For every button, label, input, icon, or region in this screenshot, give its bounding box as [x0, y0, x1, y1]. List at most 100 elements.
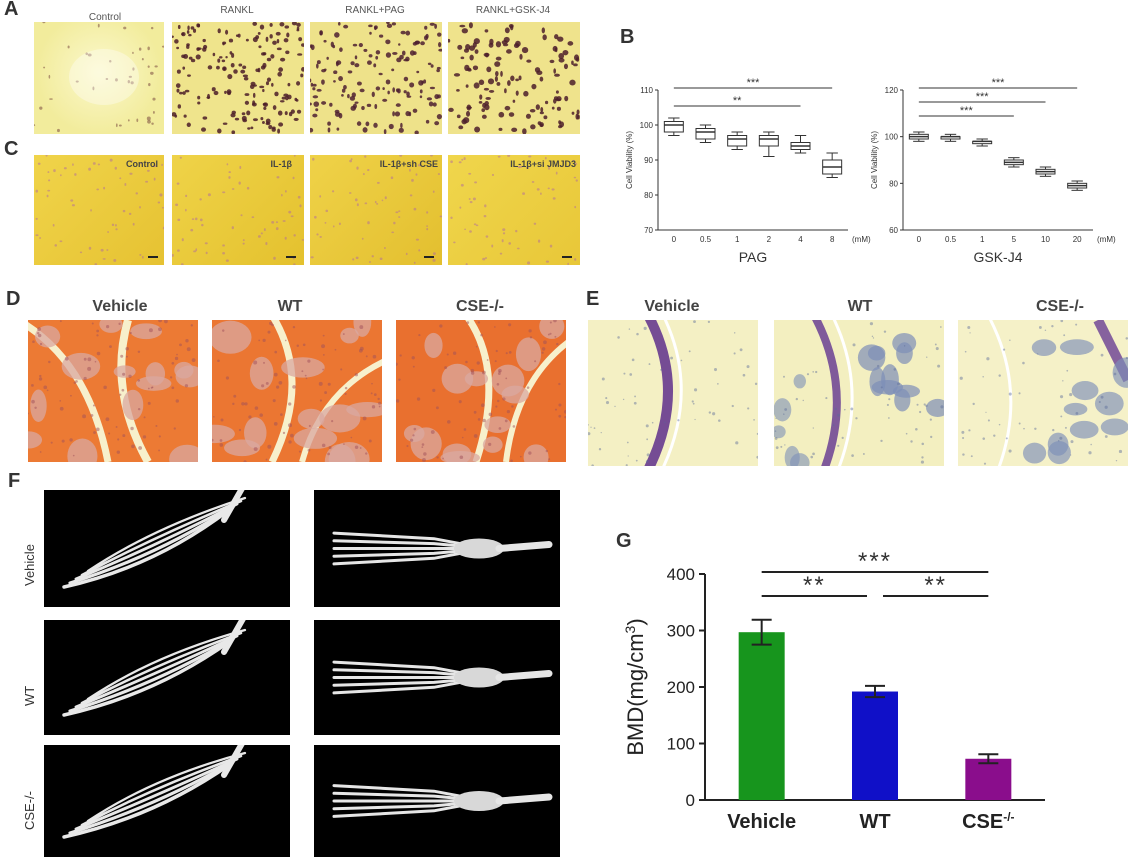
cell-mark: [138, 47, 142, 51]
marrow-region: [857, 344, 886, 371]
cell-mark: [109, 345, 112, 349]
cell-mark: [510, 25, 514, 31]
cell-mark: [226, 89, 232, 95]
cell-mark: [534, 67, 541, 73]
cell-mark: [420, 41, 425, 46]
cell-mark: [325, 209, 329, 213]
cell-mark: [274, 350, 278, 354]
cell-mark: [526, 386, 530, 389]
cell-mark: [310, 256, 314, 259]
cell-mark: [413, 261, 416, 264]
cell-mark: [1064, 426, 1067, 429]
cell-mark: [272, 399, 276, 403]
paw-bones: [332, 784, 553, 818]
cell-mark: [572, 159, 576, 162]
cell-mark: [182, 91, 186, 95]
y-tick-label: 100: [640, 121, 654, 130]
cell-mark: [419, 89, 423, 94]
paw-bones: [332, 660, 553, 695]
y-tick-label: 70: [644, 226, 653, 235]
cell-mark: [329, 102, 333, 107]
cell-mark: [708, 411, 712, 414]
cell-mark: [527, 261, 531, 265]
cell-mark: [123, 26, 127, 30]
cell-mark: [49, 98, 53, 100]
cell-mark: [96, 334, 99, 337]
cell-mark: [158, 449, 160, 452]
cell-mark: [296, 109, 302, 114]
cell-mark: [575, 179, 578, 182]
cell-mark: [75, 380, 78, 383]
cell-mark: [31, 399, 35, 404]
cell-mark: [430, 155, 433, 157]
cell-mark: [869, 322, 874, 326]
cell-mark: [987, 419, 990, 422]
cell-mark: [254, 406, 259, 410]
cell-mark: [473, 434, 478, 438]
marrow-region: [244, 417, 267, 449]
x-tick-label: 1: [980, 235, 985, 244]
cell-mark: [153, 164, 157, 168]
x-tick-label: 0: [672, 235, 677, 244]
cell-mark: [72, 454, 75, 457]
box-plot-1: 60 80 100 120 Cell Viability (%) 0 0.5 1 5 10 20 (m…: [870, 77, 1116, 265]
cell-mark: [399, 54, 404, 60]
cell-mark: [34, 406, 37, 409]
cell-mark: [278, 122, 284, 127]
cell-mark: [148, 83, 151, 87]
cell-mark: [905, 432, 908, 435]
microct-lateral-cse: [44, 745, 290, 857]
cell-mark: [403, 76, 409, 82]
cell-mark: [322, 353, 325, 356]
y-tick-label: 300: [667, 622, 695, 641]
cell-mark: [147, 46, 150, 51]
cell-mark: [1052, 428, 1055, 432]
cell-mark: [551, 188, 555, 191]
cell-mark: [554, 47, 558, 53]
cell-mark: [294, 97, 298, 102]
cell-mark: [127, 119, 130, 122]
cell-mark: [88, 246, 92, 250]
tibia-bone: [495, 541, 553, 552]
cell-mark: [72, 163, 74, 166]
cell-mark: [315, 108, 319, 112]
cell-mark: [183, 114, 187, 118]
cell-mark: [370, 392, 373, 395]
cell-mark: [60, 174, 62, 177]
cell-mark: [448, 107, 454, 113]
cell-mark: [354, 445, 359, 449]
cell-mark: [1062, 380, 1064, 382]
cell-mark: [96, 329, 100, 333]
cell-mark: [470, 368, 475, 373]
cell-mark: [401, 50, 406, 56]
cell-mark: [364, 202, 368, 205]
cell-mark: [310, 127, 314, 133]
cell-mark: [421, 446, 424, 448]
panel-letter-a: A: [4, 0, 19, 20]
cell-mark: [367, 221, 370, 225]
cell-mark: [172, 35, 174, 38]
cell-mark: [478, 100, 483, 104]
cell-mark: [372, 354, 377, 359]
cell-mark: [231, 53, 235, 58]
cell-mark: [258, 45, 262, 49]
cell-mark: [312, 157, 315, 161]
panel-letter-d: D: [6, 288, 21, 310]
cell-mark: [162, 226, 164, 230]
cell-mark: [383, 246, 386, 250]
cell-mark: [385, 39, 391, 45]
cell-mark: [406, 91, 410, 97]
cell-mark: [188, 33, 192, 37]
cell-mark: [275, 31, 281, 36]
cell-mark: [31, 383, 34, 387]
cell-mark: [118, 322, 121, 325]
cell-mark: [465, 360, 468, 364]
panel-d-label-vehicle: Vehicle: [92, 298, 148, 315]
cell-mark: [70, 199, 74, 202]
x-tick-superscript: -/-: [1003, 810, 1014, 824]
cell-mark: [37, 327, 42, 332]
cell-mark: [983, 462, 987, 465]
cell-mark: [246, 186, 250, 190]
cell-mark: [1063, 334, 1066, 337]
marrow-region: [1112, 357, 1128, 388]
